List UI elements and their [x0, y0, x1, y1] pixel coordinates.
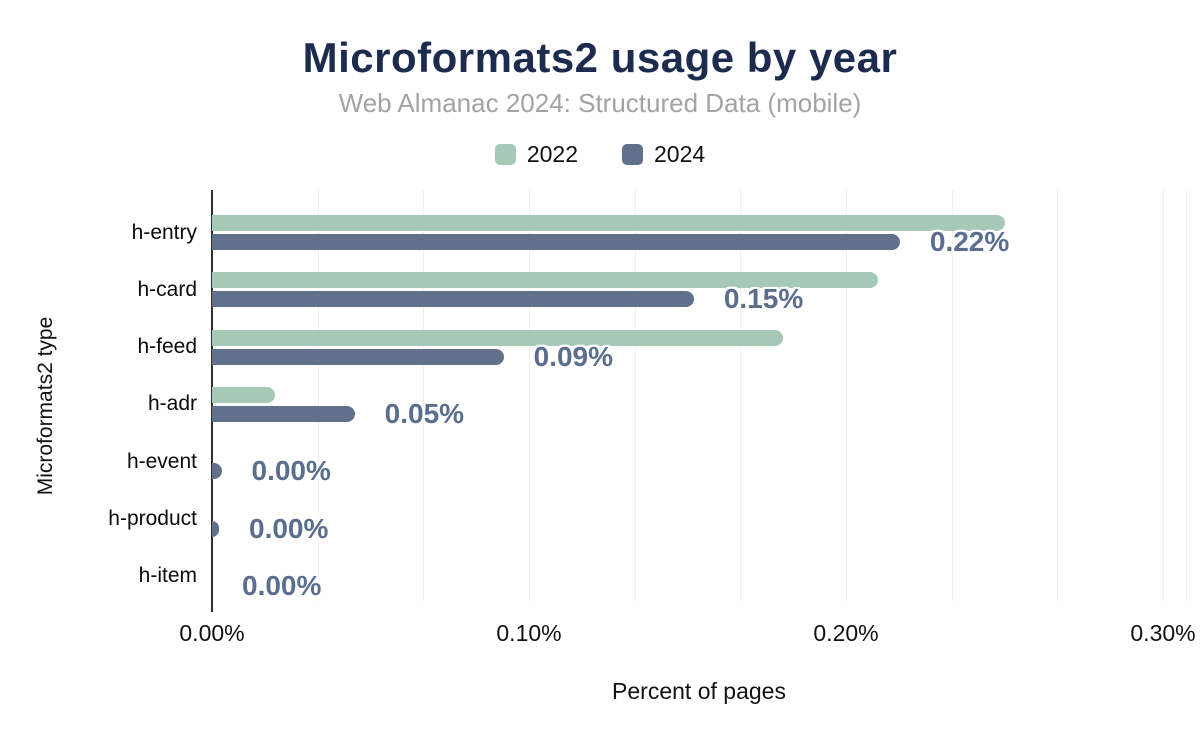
bar-2024	[212, 463, 222, 480]
gridline	[740, 190, 742, 601]
bar-2024	[212, 405, 355, 422]
gridline	[529, 190, 530, 601]
bar-2024	[212, 520, 219, 537]
value-label: 0.15%	[723, 283, 804, 315]
gridline	[1163, 190, 1164, 601]
legend-label-2022: 2022	[526, 141, 578, 167]
legend-label-2024: 2024	[654, 141, 706, 167]
category-label: h-card	[137, 277, 197, 301]
bar-2022	[212, 272, 878, 289]
legend-item-2024[interactable]: 2024	[622, 141, 705, 168]
x-tick-label: 0.10%	[496, 620, 562, 646]
bar-2024	[212, 234, 900, 250]
gridline	[951, 190, 953, 601]
x-axis-title: Percent of pages	[612, 678, 786, 704]
legend-item-2022[interactable]: 2022	[494, 141, 578, 168]
value-label: 0.00%	[249, 512, 329, 544]
bar-2022	[212, 386, 276, 403]
bar-2024	[212, 348, 504, 365]
category-label: h-item	[138, 564, 197, 588]
legend: 2022 2024	[0, 141, 1200, 168]
value-label: 0.09%	[533, 340, 614, 372]
category-label: h-feed	[137, 335, 197, 359]
legend-swatch-2022-icon	[494, 144, 516, 165]
category-label: h-entry	[131, 220, 197, 244]
value-label: 0.00%	[242, 569, 322, 601]
x-tick-label: 0.20%	[813, 620, 879, 646]
gridline	[423, 190, 425, 601]
chart-title: Microformats2 usage by year	[302, 34, 898, 81]
gridline	[1186, 190, 1187, 601]
legend-swatch-2024-icon	[622, 144, 643, 165]
value-label: 0.00%	[251, 455, 331, 487]
category-label: h-event	[126, 449, 197, 473]
gridline	[1057, 190, 1059, 601]
gridline	[317, 190, 319, 601]
x-tick-label: 0.00%	[179, 620, 245, 646]
value-label: 0.22%	[929, 226, 1010, 257]
category-label: h-adr	[147, 392, 197, 416]
chart-subtitle: Web Almanac 2024: Structured Data (mobil…	[338, 88, 862, 118]
value-label: 0.05%	[384, 397, 465, 429]
bar-2024	[212, 291, 694, 308]
gridline	[634, 190, 636, 601]
category-label: h-product	[108, 507, 197, 530]
bar-2022	[212, 215, 1005, 231]
bar-2022	[212, 329, 783, 346]
gridline	[846, 190, 847, 601]
x-tick-label: 0.30%	[1130, 620, 1196, 646]
